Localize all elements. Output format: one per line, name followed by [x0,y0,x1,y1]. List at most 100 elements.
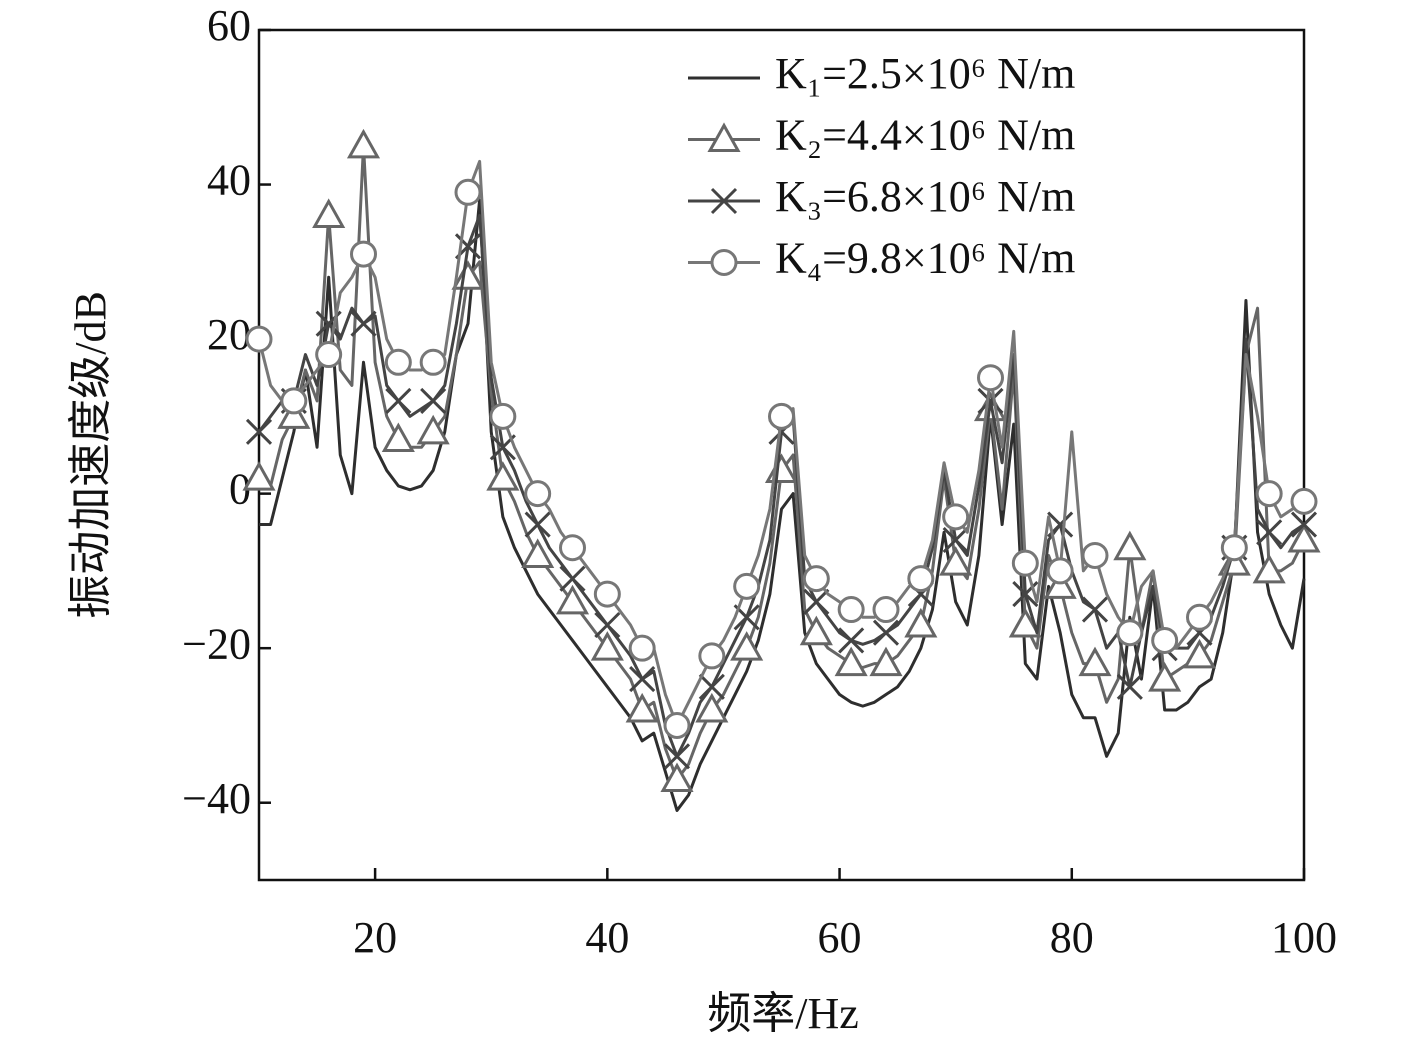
marker [872,596,900,624]
marker [416,414,450,445]
marker [590,631,624,661]
marker [1290,511,1318,538]
x-axis-label: 频率/Hz [707,989,859,1038]
marker [837,596,865,624]
marker [451,260,485,290]
marker [245,325,273,353]
marker [869,646,903,677]
marker [315,341,343,369]
marker [346,128,381,159]
marker [384,348,412,376]
marker [486,461,520,491]
marker [385,387,412,414]
marker [803,588,830,615]
x-tick-label: 40 [585,913,629,962]
marker [242,461,276,491]
legend-marker [710,187,738,215]
marker [1011,549,1039,577]
plot-frame [257,28,1306,882]
marker [1043,569,1077,599]
marker [834,646,868,677]
x-tick-label: 20 [353,913,397,962]
x-tick-label: 100 [1271,913,1337,962]
y-tick-label: 40 [207,156,251,205]
marker [277,399,311,429]
legend-label: K₃=6.8×10⁶ N/m [775,172,1075,221]
y-tick-label: −40 [182,774,251,823]
marker [524,480,552,508]
marker [1287,522,1321,553]
marker [1151,626,1179,654]
marker [1148,662,1182,692]
marker [733,572,761,600]
marker [698,673,725,700]
y-axis-label: 振动加速度级/dB [66,291,115,619]
legend-label: K₂=4.4×10⁶ N/m [775,111,1075,160]
marker [977,364,1004,392]
y-tick-label: 20 [207,310,251,359]
marker [420,387,447,414]
marker [1081,596,1109,623]
marker [1113,530,1147,561]
marker [872,619,900,646]
marker [555,584,590,615]
marker [939,546,973,576]
marker [768,402,795,430]
marker [628,634,656,662]
marker [521,538,555,568]
y-tick-label: 0 [229,465,251,514]
legend-marker [710,249,738,276]
marker [1081,541,1109,569]
marker [559,565,586,592]
marker [698,642,726,670]
marker [663,711,691,739]
marker [838,627,865,654]
y-tick-label: −20 [182,619,251,668]
legend-label: K₄=9.8×10⁶ N/m [775,234,1075,283]
marker [312,198,346,228]
marker [764,453,799,483]
y-tick-label: 60 [207,1,251,50]
marker [1008,607,1042,638]
marker [977,387,1004,414]
marker [799,615,833,646]
marker [419,348,447,376]
marker [559,534,586,562]
marker [1255,480,1283,508]
x-tick-label: 60 [818,913,862,962]
marker [350,240,377,268]
marker [593,580,621,608]
marker [1078,646,1112,677]
marker [942,526,969,554]
marker [660,762,694,793]
legend-marker [707,122,741,152]
legend-label: K₁=2.5×10⁶ N/m [775,49,1075,98]
series-line [259,198,1306,812]
marker [1186,603,1213,631]
marker [381,422,415,453]
marker [1290,487,1318,515]
marker [1116,673,1143,700]
marker [454,178,482,206]
marker [1220,534,1248,562]
marker [1252,553,1286,584]
marker [730,631,764,661]
marker [524,511,551,538]
marker [594,611,621,639]
x-tick-label: 80 [1050,913,1094,962]
marker [625,692,659,723]
marker [245,418,273,445]
marker [907,565,935,593]
marker [1256,519,1283,546]
marker [663,743,691,770]
marker [1116,619,1144,647]
series-line [257,213,1305,758]
marker [942,503,970,531]
marker [350,310,377,337]
marker [629,666,656,693]
marker [695,692,729,723]
marker [1182,638,1217,669]
marker [802,565,830,593]
marker [489,402,517,430]
